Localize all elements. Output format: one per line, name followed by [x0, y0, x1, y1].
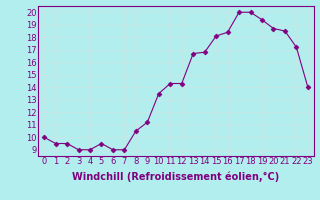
X-axis label: Windchill (Refroidissement éolien,°C): Windchill (Refroidissement éolien,°C) — [72, 172, 280, 182]
